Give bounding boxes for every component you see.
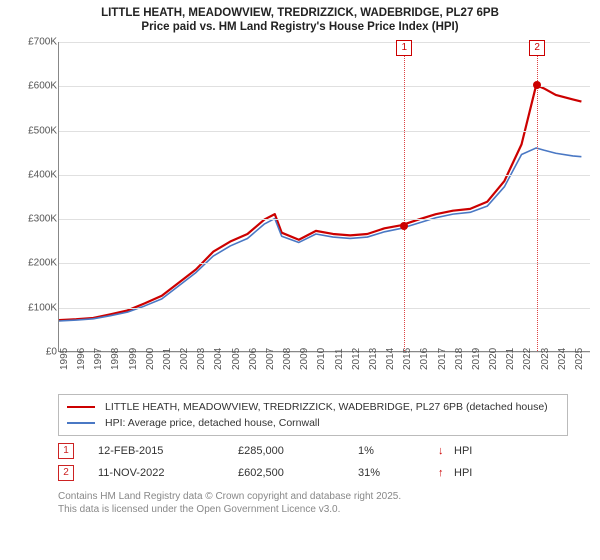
row-date: 11-NOV-2022 bbox=[98, 467, 238, 479]
row-price: £602,500 bbox=[238, 467, 358, 479]
x-axis-tick-label: 2015 bbox=[402, 348, 413, 370]
y-axis-tick-label: £500K bbox=[23, 125, 57, 136]
row-pct: 31% bbox=[358, 467, 438, 479]
x-axis-tick-label: 2022 bbox=[522, 348, 533, 370]
y-axis-tick-label: £0 bbox=[23, 347, 57, 358]
x-axis-tick-label: 1995 bbox=[59, 348, 70, 370]
arrow-down-icon: ↓ bbox=[438, 445, 454, 457]
title-block: LITTLE HEATH, MEADOWVIEW, TREDRIZZICK, W… bbox=[0, 0, 600, 35]
row-hpi-label: HPI bbox=[454, 467, 494, 479]
x-axis-tick-label: 2010 bbox=[316, 348, 327, 370]
title-line-1: LITTLE HEATH, MEADOWVIEW, TREDRIZZICK, W… bbox=[0, 6, 600, 20]
x-axis-tick-label: 2006 bbox=[248, 348, 259, 370]
legend-swatch-hpi bbox=[67, 422, 95, 424]
x-axis-tick-label: 2001 bbox=[162, 348, 173, 370]
x-axis-tick-label: 1998 bbox=[110, 348, 121, 370]
x-axis-tick-label: 2014 bbox=[385, 348, 396, 370]
x-axis-tick-label: 1997 bbox=[93, 348, 104, 370]
x-axis-tick-label: 2003 bbox=[196, 348, 207, 370]
chart-area: £0£100K£200K£300K£400K£500K£600K£700K199… bbox=[20, 42, 590, 382]
y-axis-tick-label: £400K bbox=[23, 169, 57, 180]
x-axis-tick-label: 2012 bbox=[351, 348, 362, 370]
x-axis-tick-label: 2002 bbox=[179, 348, 190, 370]
plot-region: £0£100K£200K£300K£400K£500K£600K£700K199… bbox=[58, 42, 590, 352]
x-axis-tick-label: 2024 bbox=[557, 348, 568, 370]
x-axis-tick-label: 2011 bbox=[334, 348, 345, 370]
row-price: £285,000 bbox=[238, 445, 358, 457]
y-axis-tick-label: £300K bbox=[23, 214, 57, 225]
y-axis-tick-label: £100K bbox=[23, 302, 57, 313]
row-hpi-label: HPI bbox=[454, 445, 494, 457]
title-line-2: Price paid vs. HM Land Registry's House … bbox=[0, 20, 600, 34]
y-axis-tick-label: £600K bbox=[23, 81, 57, 92]
x-axis-tick-label: 2018 bbox=[454, 348, 465, 370]
x-axis-tick-label: 2000 bbox=[145, 348, 156, 370]
x-axis-tick-label: 2020 bbox=[488, 348, 499, 370]
footnote-line-2: This data is licensed under the Open Gov… bbox=[58, 503, 401, 516]
x-axis-tick-label: 2017 bbox=[437, 348, 448, 370]
transactions-table: 1 12-FEB-2015 £285,000 1% ↓ HPI 2 11-NOV… bbox=[58, 440, 568, 484]
x-axis-tick-label: 2013 bbox=[368, 348, 379, 370]
x-axis-tick-label: 2023 bbox=[540, 348, 551, 370]
legend-row-price-paid: LITTLE HEATH, MEADOWVIEW, TREDRIZZICK, W… bbox=[67, 399, 559, 415]
x-axis-tick-label: 2019 bbox=[471, 348, 482, 370]
footnote: Contains HM Land Registry data © Crown c… bbox=[58, 490, 401, 516]
arrow-up-icon: ↑ bbox=[438, 467, 454, 479]
y-axis-tick-label: £700K bbox=[23, 37, 57, 48]
x-axis-tick-label: 2008 bbox=[282, 348, 293, 370]
x-axis-tick-label: 2004 bbox=[213, 348, 224, 370]
line-series-svg bbox=[59, 42, 590, 351]
legend-label-hpi: HPI: Average price, detached house, Corn… bbox=[105, 417, 320, 429]
x-axis-tick-label: 2005 bbox=[231, 348, 242, 370]
row-pct: 1% bbox=[358, 445, 438, 457]
chart-container: LITTLE HEATH, MEADOWVIEW, TREDRIZZICK, W… bbox=[0, 0, 600, 560]
vertical-marker-badge: 2 bbox=[529, 40, 545, 56]
x-axis-tick-label: 1996 bbox=[76, 348, 87, 370]
legend-row-hpi: HPI: Average price, detached house, Corn… bbox=[67, 415, 559, 431]
x-axis-tick-label: 2009 bbox=[299, 348, 310, 370]
x-axis-tick-label: 2025 bbox=[574, 348, 585, 370]
series-price-paid bbox=[59, 85, 581, 320]
row-badge: 2 bbox=[58, 465, 74, 481]
row-date: 12-FEB-2015 bbox=[98, 445, 238, 457]
point-marker bbox=[400, 222, 408, 230]
table-row: 1 12-FEB-2015 £285,000 1% ↓ HPI bbox=[58, 440, 568, 462]
y-axis-tick-label: £200K bbox=[23, 258, 57, 269]
vertical-marker-line bbox=[404, 42, 405, 351]
point-marker bbox=[533, 81, 541, 89]
row-badge: 1 bbox=[58, 443, 74, 459]
vertical-marker-badge: 1 bbox=[396, 40, 412, 56]
x-axis-tick-label: 2007 bbox=[265, 348, 276, 370]
x-axis-tick-label: 2016 bbox=[419, 348, 430, 370]
x-axis-tick-label: 1999 bbox=[128, 348, 139, 370]
legend-swatch-price-paid bbox=[67, 406, 95, 408]
legend: LITTLE HEATH, MEADOWVIEW, TREDRIZZICK, W… bbox=[58, 394, 568, 436]
table-row: 2 11-NOV-2022 £602,500 31% ↑ HPI bbox=[58, 462, 568, 484]
legend-label-price-paid: LITTLE HEATH, MEADOWVIEW, TREDRIZZICK, W… bbox=[105, 401, 548, 413]
footnote-line-1: Contains HM Land Registry data © Crown c… bbox=[58, 490, 401, 503]
x-axis-tick-label: 2021 bbox=[505, 348, 516, 370]
